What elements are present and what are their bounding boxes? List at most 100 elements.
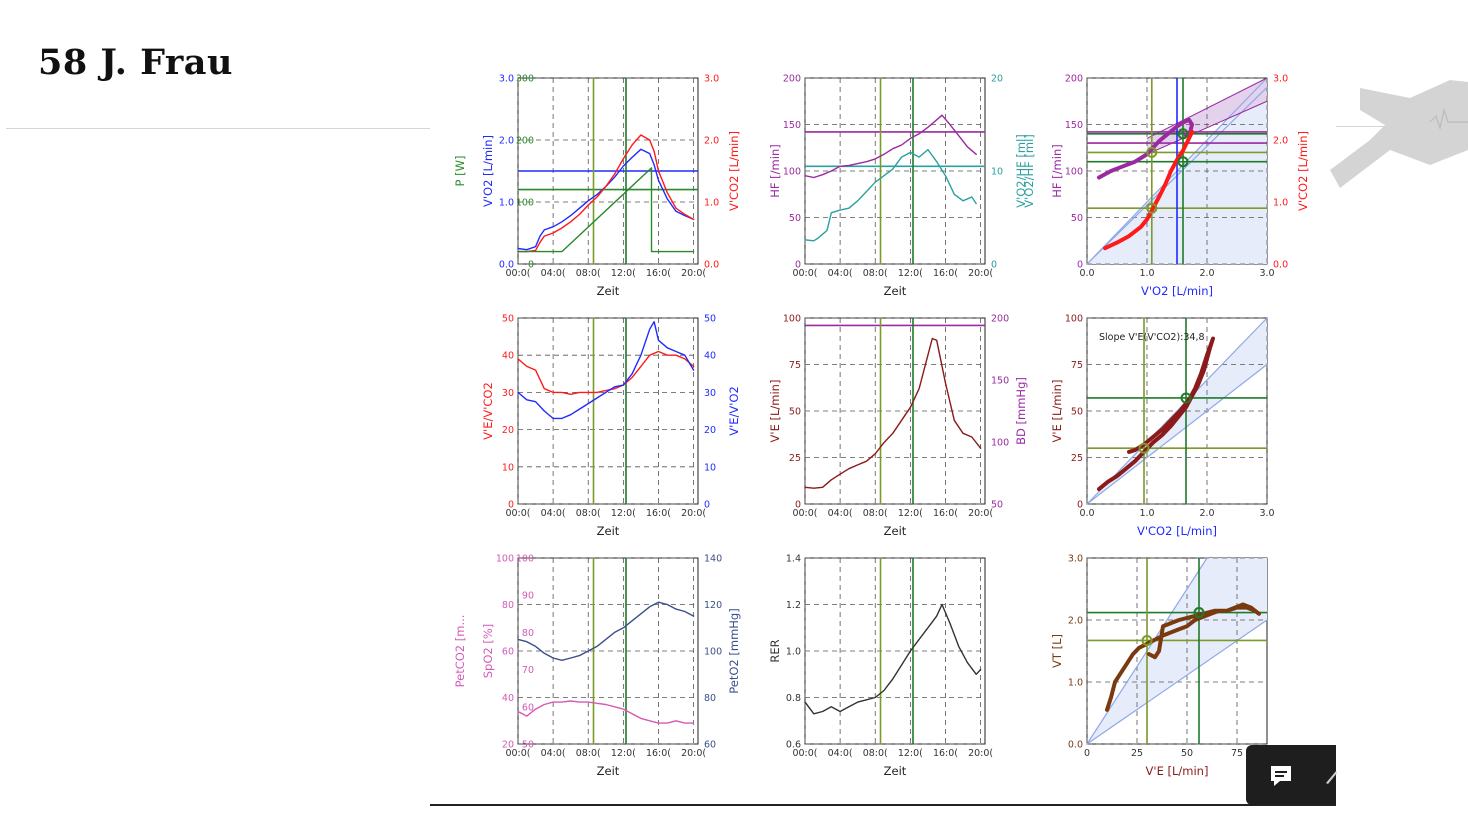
y2-tick-label: 1.0 [704,198,719,209]
series-line-0 [1097,117,1194,180]
y-axis-label: V'O2/HF [ml] [1022,134,1036,208]
y2-tick-label: 40 [704,351,716,362]
y2-tick-label: 10 [991,167,1003,178]
y-tick-label: 100 [783,314,801,325]
y-axis-label: HF [/min] [768,144,782,197]
y-tick-label: 1.0 [499,198,514,209]
x-tick-label: 16:0( [933,748,958,759]
y2-tick-label: 120 [704,600,722,611]
series-line-0 [804,603,982,715]
x-tick-label: 16:0( [646,748,671,759]
series-line-2 [517,167,695,253]
y-tick-label: 100 [516,198,534,209]
y-tick-label: 75 [1071,360,1083,371]
x-axis-label: V'E [L/min] [1146,764,1209,778]
x-axis-label: V'CO2 [L/min] [1137,524,1217,538]
y-axis-label: V'E [L/min] [768,380,782,443]
y2-axis-label: V'CO2 [L/min] [727,131,741,211]
x-axis-label: Zeit [884,524,907,538]
x-tick-label: 3.0 [1259,508,1274,519]
y2-tick-label: 10 [704,462,716,473]
x-tick-label: 08:0( [863,508,888,519]
series-line-0 [1105,602,1261,712]
y-tick-label: 1.0 [786,647,801,658]
x-tick-label: 08:0( [863,748,888,759]
y-tick-label: 0.8 [786,693,801,704]
runner-logo [1330,80,1468,188]
y-tick-label: 200 [1065,74,1083,85]
x-tick-label: 00:0( [792,748,817,759]
y-tick-label: 25 [1071,453,1083,464]
x-tick-label: 08:0( [863,268,888,279]
y-tick-label: 0.0 [499,260,514,271]
y-tick-label: 0 [1077,500,1083,511]
y-tick-label: 40 [502,693,514,704]
chat-button[interactable] [1246,745,1337,805]
y-tick-label: 50 [789,213,801,224]
y2-tick-label: 1.0 [1273,198,1288,209]
y-tick-label: 150 [783,120,801,131]
x-axis-label: Zeit [597,764,620,778]
x-tick-label: 16:0( [933,268,958,279]
x-tick-label: 04:0( [541,268,566,279]
threshold-marker [1193,607,1205,619]
y-tick-label: 50 [502,314,514,325]
reference-line [1086,317,1268,505]
y-tick-label: 0 [795,500,801,511]
y2-tick-label: 200 [991,314,1009,325]
y-axis-label: SpO2 [%] [481,624,495,679]
x-axis-label: Zeit [884,764,907,778]
x-tick-label: 12:0( [898,508,923,519]
threshold-marker [1146,202,1158,214]
y-axis-label: PetCO2 [m... [453,615,467,688]
x-tick-label: 04:0( [828,508,853,519]
y2-tick-label: 20 [991,74,1003,85]
x-tick-label: 04:0( [541,508,566,519]
y-tick-label: 200 [783,74,801,85]
threshold-marker [1180,392,1192,404]
x-tick-label: 20:0( [681,508,706,519]
x-axis-label: Zeit [597,284,620,298]
series-line-1 [804,148,977,242]
y-tick-label: 20 [502,425,514,436]
x-tick-label: 00:0( [505,748,530,759]
y-tick-label: 70 [522,665,534,676]
x-tick-label: 12:0( [898,268,923,279]
y-axis-label: V'E [L/min] [1050,380,1064,443]
series-line-1 [1103,129,1194,251]
chat-icon [1271,766,1291,786]
x-tick-label: 08:0( [576,748,601,759]
x-tick-label: 20:0( [681,268,706,279]
x-tick-label: 16:0( [646,268,671,279]
series-line-1 [517,321,695,420]
y-tick-label: 3.0 [499,74,514,85]
y2-tick-label: 150 [991,376,1009,387]
y2-tick-label: 100 [704,647,722,658]
series-line-0 [804,337,982,489]
y-axis-label: HF [/min] [1050,144,1064,197]
series-line-0 [804,114,977,179]
x-tick-label: 04:0( [541,748,566,759]
x-tick-label: 16:0( [646,508,671,519]
x-tick-label: 12:0( [611,748,636,759]
x-tick-label: 00:0( [792,508,817,519]
x-tick-label: 75 [1231,748,1243,759]
slope-annotation: Slope V'E(V'CO2):34,8 [1099,332,1205,343]
y-tick-label: 100 [516,554,534,565]
y-tick-label: 60 [522,702,534,713]
y-tick-label: 3.0 [1068,554,1083,565]
x-axis-label: Zeit [884,284,907,298]
y2-tick-label: 50 [991,500,1003,511]
y-tick-label: 0 [795,260,801,271]
x-axis-label: Zeit [597,524,620,538]
band-line [1146,77,1268,139]
series-line-1 [517,134,695,253]
x-tick-label: 00:0( [792,268,817,279]
y-axis-label: V'E/V'CO2 [481,382,495,440]
slide-title: 58 J. Frau [38,42,233,83]
x-tick-label: 20:0( [681,748,706,759]
x-tick-label: 50 [1181,748,1193,759]
band-line [1146,100,1268,155]
y2-tick-label: 0 [704,500,710,511]
plot-frame-3 [517,317,699,505]
